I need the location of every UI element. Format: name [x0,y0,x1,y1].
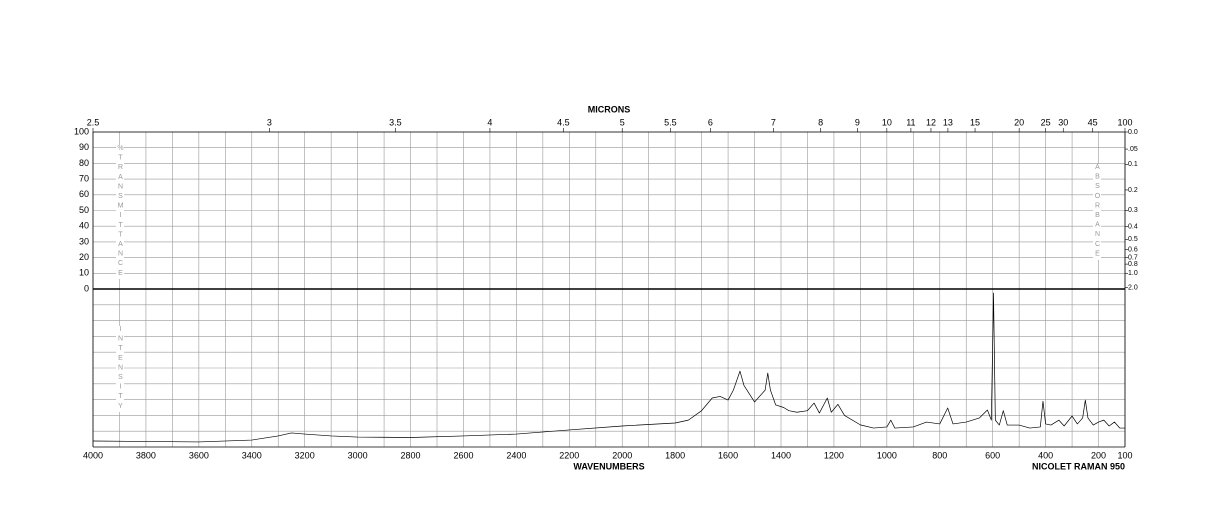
micron-tick-label: 12 [926,117,936,127]
y-tick-label: 90 [79,142,89,152]
x-tick-label: 1200 [824,450,844,460]
y-tick-label: 50 [79,205,89,215]
y2-tick-label: .05 [1128,146,1138,153]
micron-tick-label: 7 [771,117,776,127]
x-tick-label: 2800 [401,450,421,460]
micron-tick-label: 30 [1058,117,1068,127]
micron-tick-label: 100 [1117,117,1132,127]
y-tick-label: 0 [84,283,89,293]
x-tick-label: 2200 [559,450,579,460]
intensity-label: INTENSITY [116,326,124,413]
x-tick-label: 2000 [612,450,632,460]
y2-tick-label: 0.5 [1128,236,1138,243]
x-tick-label: 3000 [348,450,368,460]
y-tick-label: 20 [79,252,89,262]
y2-tick-label: 0.0 [1128,129,1138,136]
y-tick-label: 80 [79,158,89,168]
micron-tick-label: 6 [708,117,713,127]
micron-tick-label: 3.5 [389,117,402,127]
x-tick-label: 4000 [83,450,103,460]
x-tick-label: 3800 [136,450,156,460]
y-tick-label: 60 [79,189,89,199]
x-tick-label: 400 [1038,450,1053,460]
y2-axis-label: ABSORBANCE [1093,164,1101,260]
micron-tick-label: 20 [1014,117,1024,127]
x-axis-label: WAVENUMBERS [573,461,644,471]
micron-tick-label: 5.5 [664,117,677,127]
x-tick-label: 800 [932,450,947,460]
y2-tick-label: 0.4 [1128,223,1138,230]
y2-tick-label: 0.3 [1128,207,1138,214]
spectrum-line [92,292,1125,443]
y2-tick-label: 0.6 [1128,246,1138,253]
y2-tick-label: 1.0 [1128,270,1138,277]
y2-tick-label: 0.1 [1128,161,1138,168]
micron-tick-label: 15 [970,117,980,127]
x-tick-label: 1800 [665,450,685,460]
y-tick-label: 40 [79,221,89,231]
micron-tick-label: 4 [487,117,492,127]
x-tick-label: 3600 [189,450,209,460]
x-tick-label: 3200 [295,450,315,460]
micron-tick-label: 9 [855,117,860,127]
y-tick-label: 70 [79,173,89,183]
micron-tick-label: 8 [818,117,823,127]
instrument-label: NICOLET RAMAN 950 [1032,461,1125,471]
micron-tick-label: 11 [906,117,915,127]
x-tick-label: 2400 [506,450,526,460]
micron-tick-label: 5 [620,117,625,127]
micron-tick-label: 45 [1088,117,1098,127]
y2-tick-label: 2.0 [1128,284,1138,291]
y2-tick-label: 0.2 [1128,187,1138,194]
micron-tick-label: 4.5 [557,117,570,127]
x-tick-label: 600 [985,450,1000,460]
x-tick-label: 200 [1091,450,1106,460]
micron-tick-label: 3 [267,117,272,127]
x-tick-label: 3400 [242,450,262,460]
micron-tick-label: 2.5 [87,117,100,127]
y-tick-label: 10 [79,268,89,278]
y-axis-label: %TRANSMITTANCE [116,145,124,280]
y-tick-label: 30 [79,236,89,246]
micron-tick-label: 25 [1041,117,1051,127]
y2-tick-label: 0.7 [1128,255,1138,262]
x-tick-label: 2600 [453,450,473,460]
y2-tick-label: 0.8 [1128,261,1138,268]
micron-tick-label: 13 [943,117,953,127]
micron-tick-label: 10 [882,117,892,127]
y-tick-label: 100 [74,126,89,136]
x-tick-label: 1000 [877,450,897,460]
x-tick-label: 100 [1117,450,1132,460]
x-tick-label: 1400 [771,450,791,460]
x-tick-label: 1600 [718,450,738,460]
chart-title: MICRONS [588,104,631,114]
